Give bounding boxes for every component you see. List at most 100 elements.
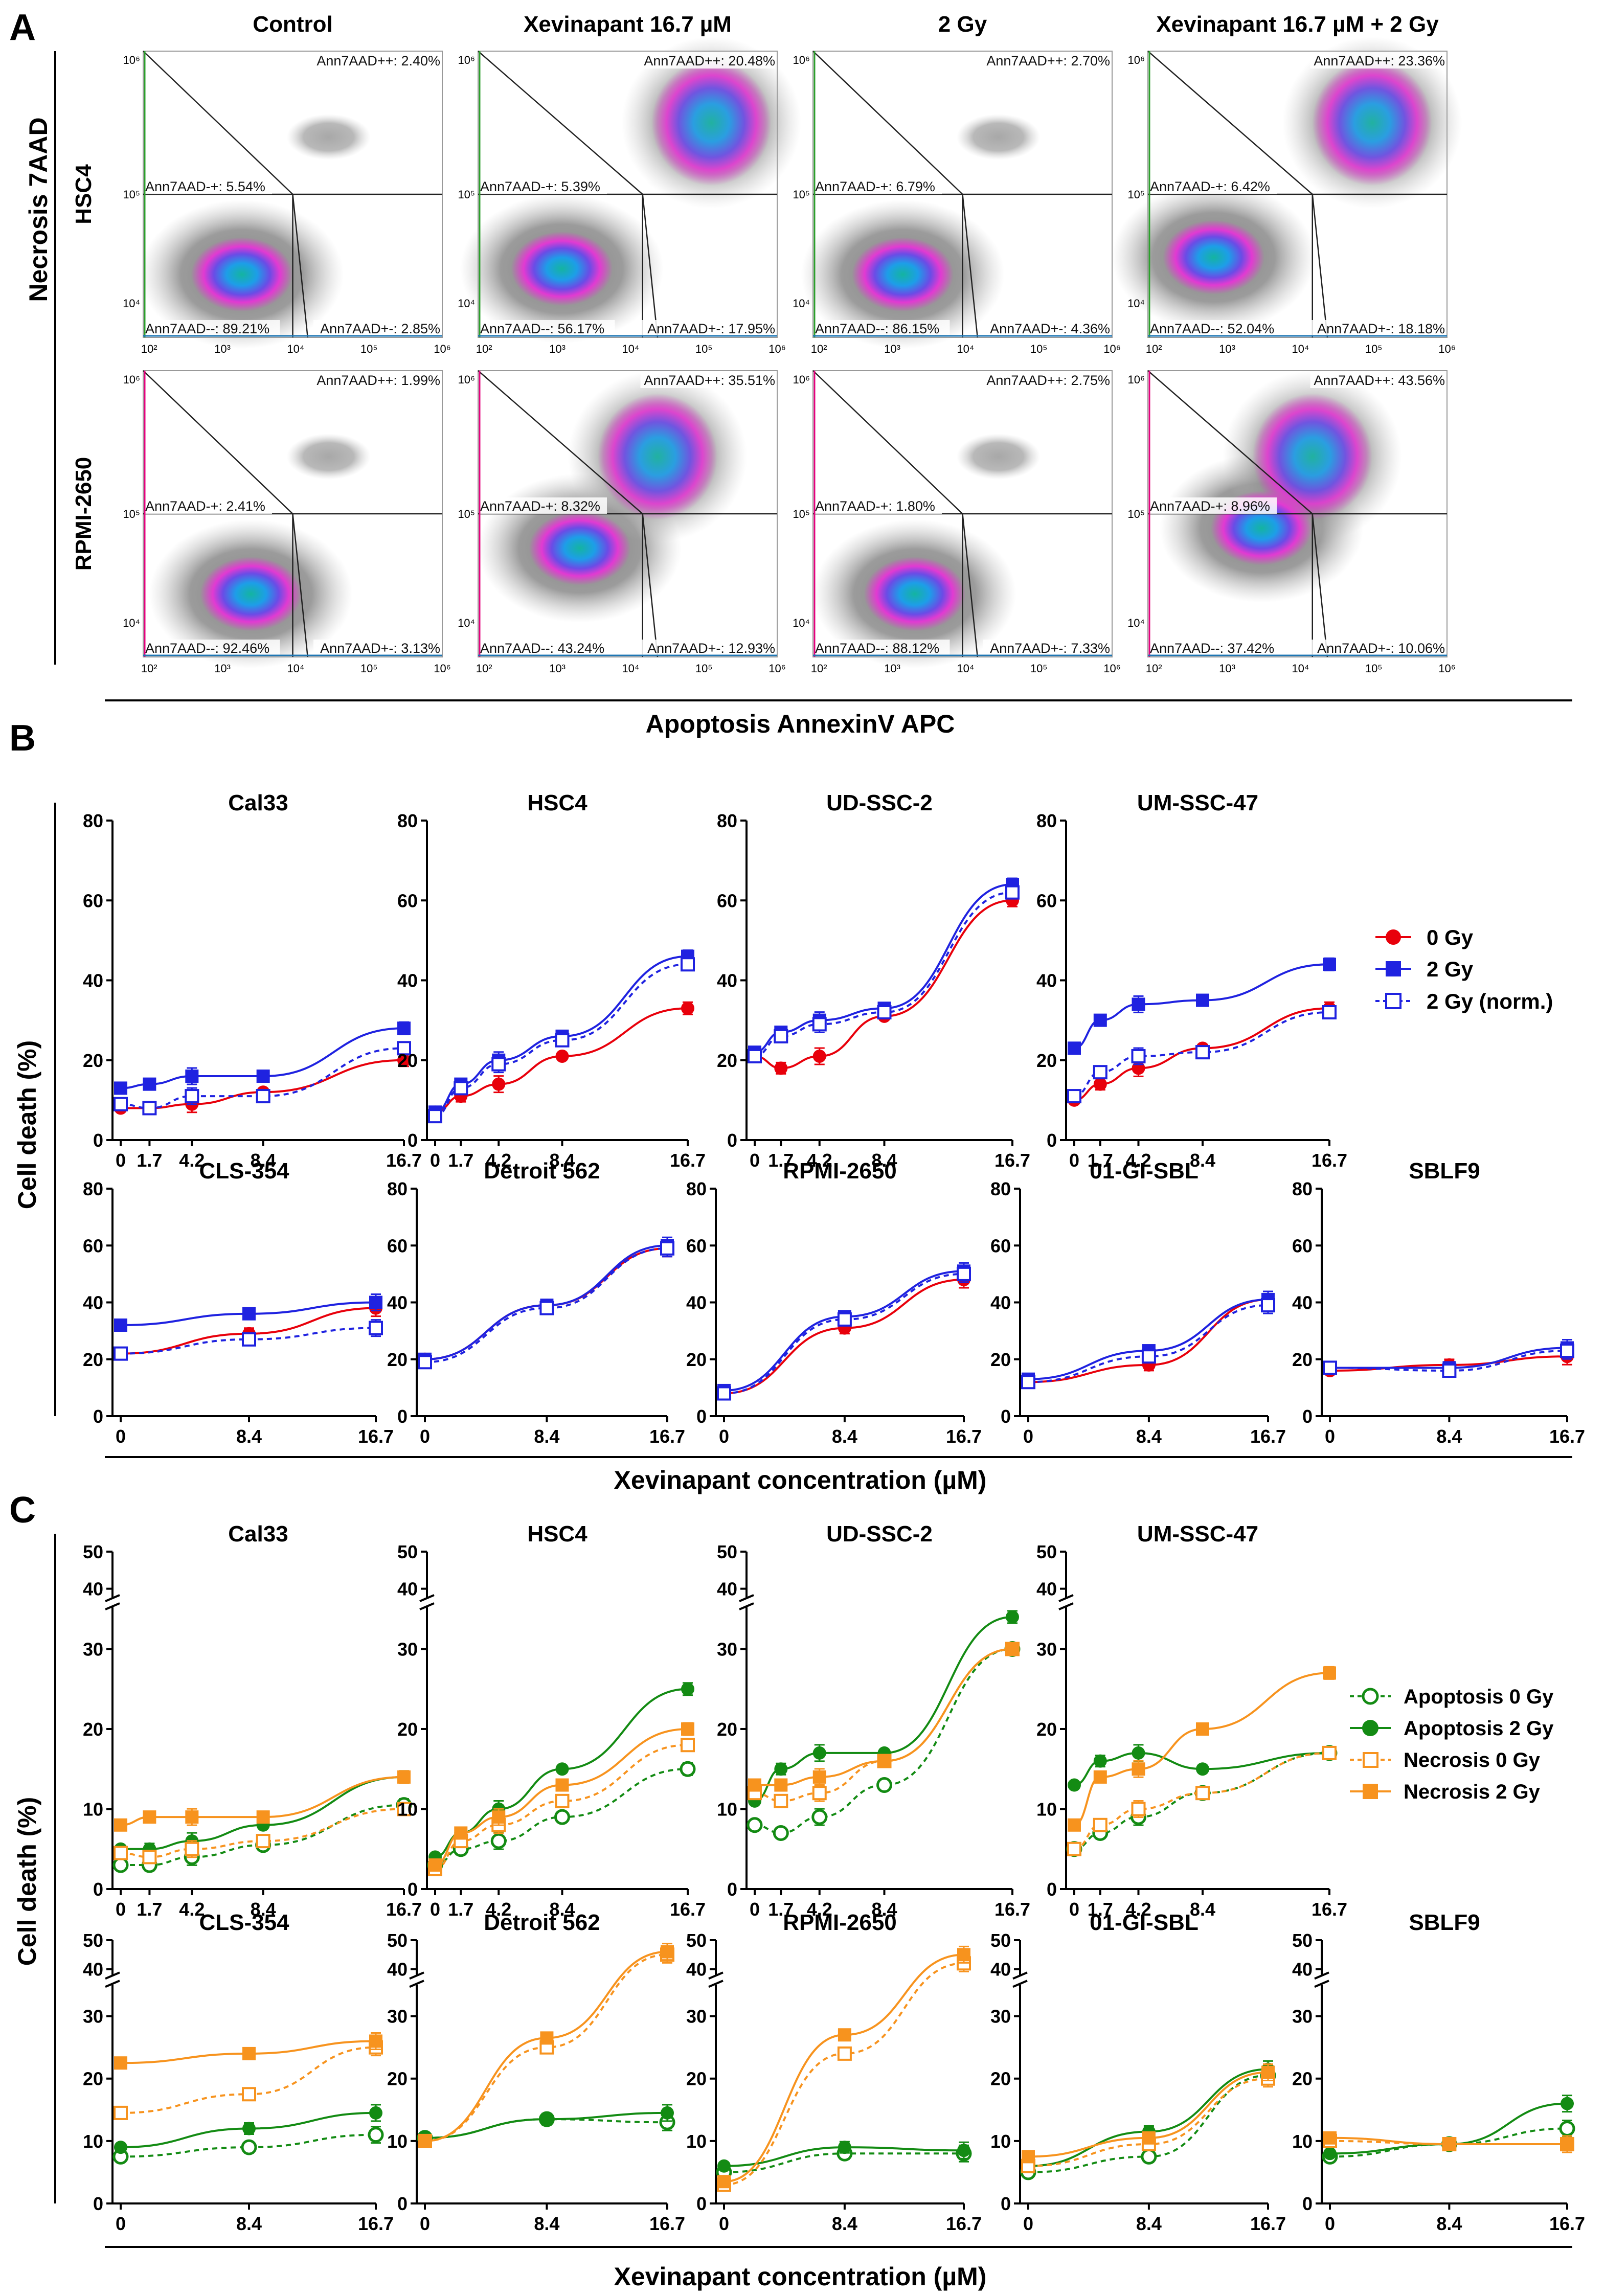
series-necrosis-2-gy: [114, 2032, 382, 2070]
data-point: [1323, 958, 1336, 971]
data-point: [812, 1770, 826, 1784]
series-apoptosis-2-gy: [428, 1682, 694, 1864]
flow-x-tick-label: 10²: [141, 662, 157, 675]
panel-b-ylabel: Cell death (%): [13, 1040, 41, 1210]
y-tick-label: 0: [1302, 2193, 1313, 2214]
data-point: [555, 1778, 569, 1792]
quadrant-label-mp: Ann7AAD-+: 8.32%: [480, 498, 600, 514]
chart-title: CLS-354: [199, 1158, 289, 1184]
series-0-gy: [748, 893, 1019, 1075]
flow-x-tick-label: 10⁵: [1030, 343, 1048, 355]
y-tick-label: 60: [397, 890, 418, 911]
y-tick-label: 80: [83, 1178, 103, 1199]
y-tick-label: 50: [397, 1541, 418, 1562]
data-point: [876, 1777, 893, 1793]
series-line: [435, 963, 688, 1118]
gate-diagonal-lower: [642, 513, 659, 657]
flow-y-tick-label: 10⁴: [1127, 297, 1145, 310]
series-2-gy-norm: [114, 1041, 411, 1116]
flow-x-tick-label: 10⁴: [957, 343, 974, 355]
quadrant-label-pm: Ann7AAD+-: 12.93%: [647, 641, 775, 656]
dense-event-cloud: [1163, 220, 1265, 294]
dense-event-cloud: [191, 237, 293, 312]
panel-b-cell-death: Cell death (%) Xevinapant concentration …: [13, 803, 1572, 1494]
x-tick-label: 0: [1023, 2213, 1033, 2234]
data-point: [114, 2105, 128, 2120]
data-point: [112, 1857, 129, 1873]
chart-c-cls-354: CLS-354 0 10 20 30 40 50 0 8.4 16.7: [83, 1910, 394, 2234]
flow-y-tick-label: 10⁶: [1127, 54, 1145, 66]
series-line: [1074, 1011, 1330, 1098]
y-tick-label: 60: [1292, 1235, 1313, 1256]
data-point: [397, 1770, 411, 1784]
legend-panel-b: 0 Gy 2 Gy 2 Gy (norm.): [1375, 925, 1553, 1013]
legend-b-marker-2gy-norm: [1385, 993, 1401, 1009]
chart-b-um-ssc-47: UM-SSC-47 0 20 40 60 80 0 1.7 4.2 8.4 16.7: [1036, 790, 1347, 1171]
data-point: [114, 1097, 128, 1111]
quadrant-label-mp-bg: [815, 497, 942, 514]
data-point: [242, 2122, 256, 2135]
data-point: [681, 1738, 695, 1753]
y-tick-label: 60: [990, 1235, 1011, 1256]
y-tick-label: 60: [387, 1235, 408, 1256]
y-tick-label: 40: [990, 1292, 1011, 1313]
x-tick-label: 1.7: [1088, 1899, 1113, 1920]
series-line: [754, 891, 1013, 1057]
data-point: [555, 1049, 569, 1063]
x-tick-label: 0: [430, 1899, 440, 1920]
flow-x-tick-label: 10⁶: [1103, 343, 1121, 355]
data-point: [774, 1762, 788, 1776]
x-tick-label: 4.2: [179, 1150, 205, 1171]
y-tick-label: 60: [686, 1235, 707, 1256]
data-point: [142, 1101, 157, 1116]
data-point: [811, 1809, 828, 1825]
x-tick-label: 8.4: [1436, 2213, 1462, 2234]
y-tick-label: 30: [1036, 1639, 1057, 1660]
chart-b-cls-354: CLS-354 0 20 40 60 80 0 8.4 16.7: [83, 1158, 394, 1447]
series-line: [724, 1279, 964, 1395]
flow-x-tick-label: 10⁴: [622, 662, 639, 675]
data-point: [1068, 1041, 1081, 1055]
x-tick-label: 1.7: [448, 1150, 473, 1171]
flow-y-tick-label: 10⁶: [1127, 373, 1145, 386]
x-tick-label: 4.2: [1125, 1899, 1151, 1920]
y-tick-label: 60: [1036, 890, 1057, 911]
x-tick-label: 16.7: [670, 1150, 706, 1171]
y-tick-label: 0: [1001, 1406, 1011, 1427]
quadrant-label-mp: Ann7AAD-+: 6.79%: [815, 179, 935, 194]
data-point: [369, 1321, 383, 1335]
data-point: [774, 1029, 788, 1043]
flow-row-label-rpmi-2650: RPMI-2650: [71, 457, 96, 571]
y-tick-label: 40: [686, 1959, 707, 1980]
data-point: [1560, 1344, 1574, 1358]
data-point: [256, 1070, 270, 1083]
x-tick-label: 1.7: [768, 1150, 794, 1171]
charts-panel-b: Cal33 0 20 40 60 80 0 1.7 4.2 8.4 16.7 HSC4 0 20 40 60 8…: [83, 790, 1585, 1447]
flow-plot-hsc4-3: Ann7AAD++: 2.70% Ann7AAD-+: 6.79% Ann7AAD-…: [793, 51, 1121, 355]
quadrant-label-pm: Ann7AAD+-: 3.13%: [320, 641, 440, 656]
quadrant-label-mp-bg: [1150, 497, 1277, 514]
quadrant-label-pm-bg: [640, 320, 775, 336]
x-tick-label: 8.4: [1190, 1899, 1215, 1920]
flow-x-tick-label: 10⁵: [695, 343, 713, 355]
data-point: [1068, 1778, 1081, 1792]
data-point: [774, 1793, 788, 1808]
x-tick-label: 8.4: [534, 1426, 559, 1447]
series-line: [754, 1648, 1013, 1834]
chart-c-ud-ssc-2: UD-SSC-2 0 10 20 30 40 50 0 1.7 4.2 8.4 16.7: [717, 1521, 1030, 1920]
series-necrosis-2-gy: [748, 1642, 1019, 1792]
data-point: [681, 1722, 694, 1736]
x-tick-label: 16.7: [1250, 1426, 1286, 1447]
data-point: [661, 2106, 674, 2120]
flow-y-tick-label: 10⁵: [123, 188, 140, 201]
y-tick-label: 80: [1036, 810, 1057, 831]
y-tick-label: 20: [1292, 1349, 1313, 1370]
data-point: [185, 1842, 199, 1856]
legend-c-label-necrosis-2gy: Necrosis 2 Gy: [1404, 1781, 1541, 1803]
y-tick-label: 40: [717, 970, 737, 991]
chart-title: 01-GI-SBL: [1090, 1910, 1199, 1935]
dense-event-cloud: [511, 231, 613, 306]
chart-title: SBLF9: [1409, 1910, 1480, 1935]
flow-x-tick-label: 10²: [1146, 662, 1162, 675]
quadrant-label-pm: Ann7AAD+-: 17.95%: [647, 321, 775, 336]
